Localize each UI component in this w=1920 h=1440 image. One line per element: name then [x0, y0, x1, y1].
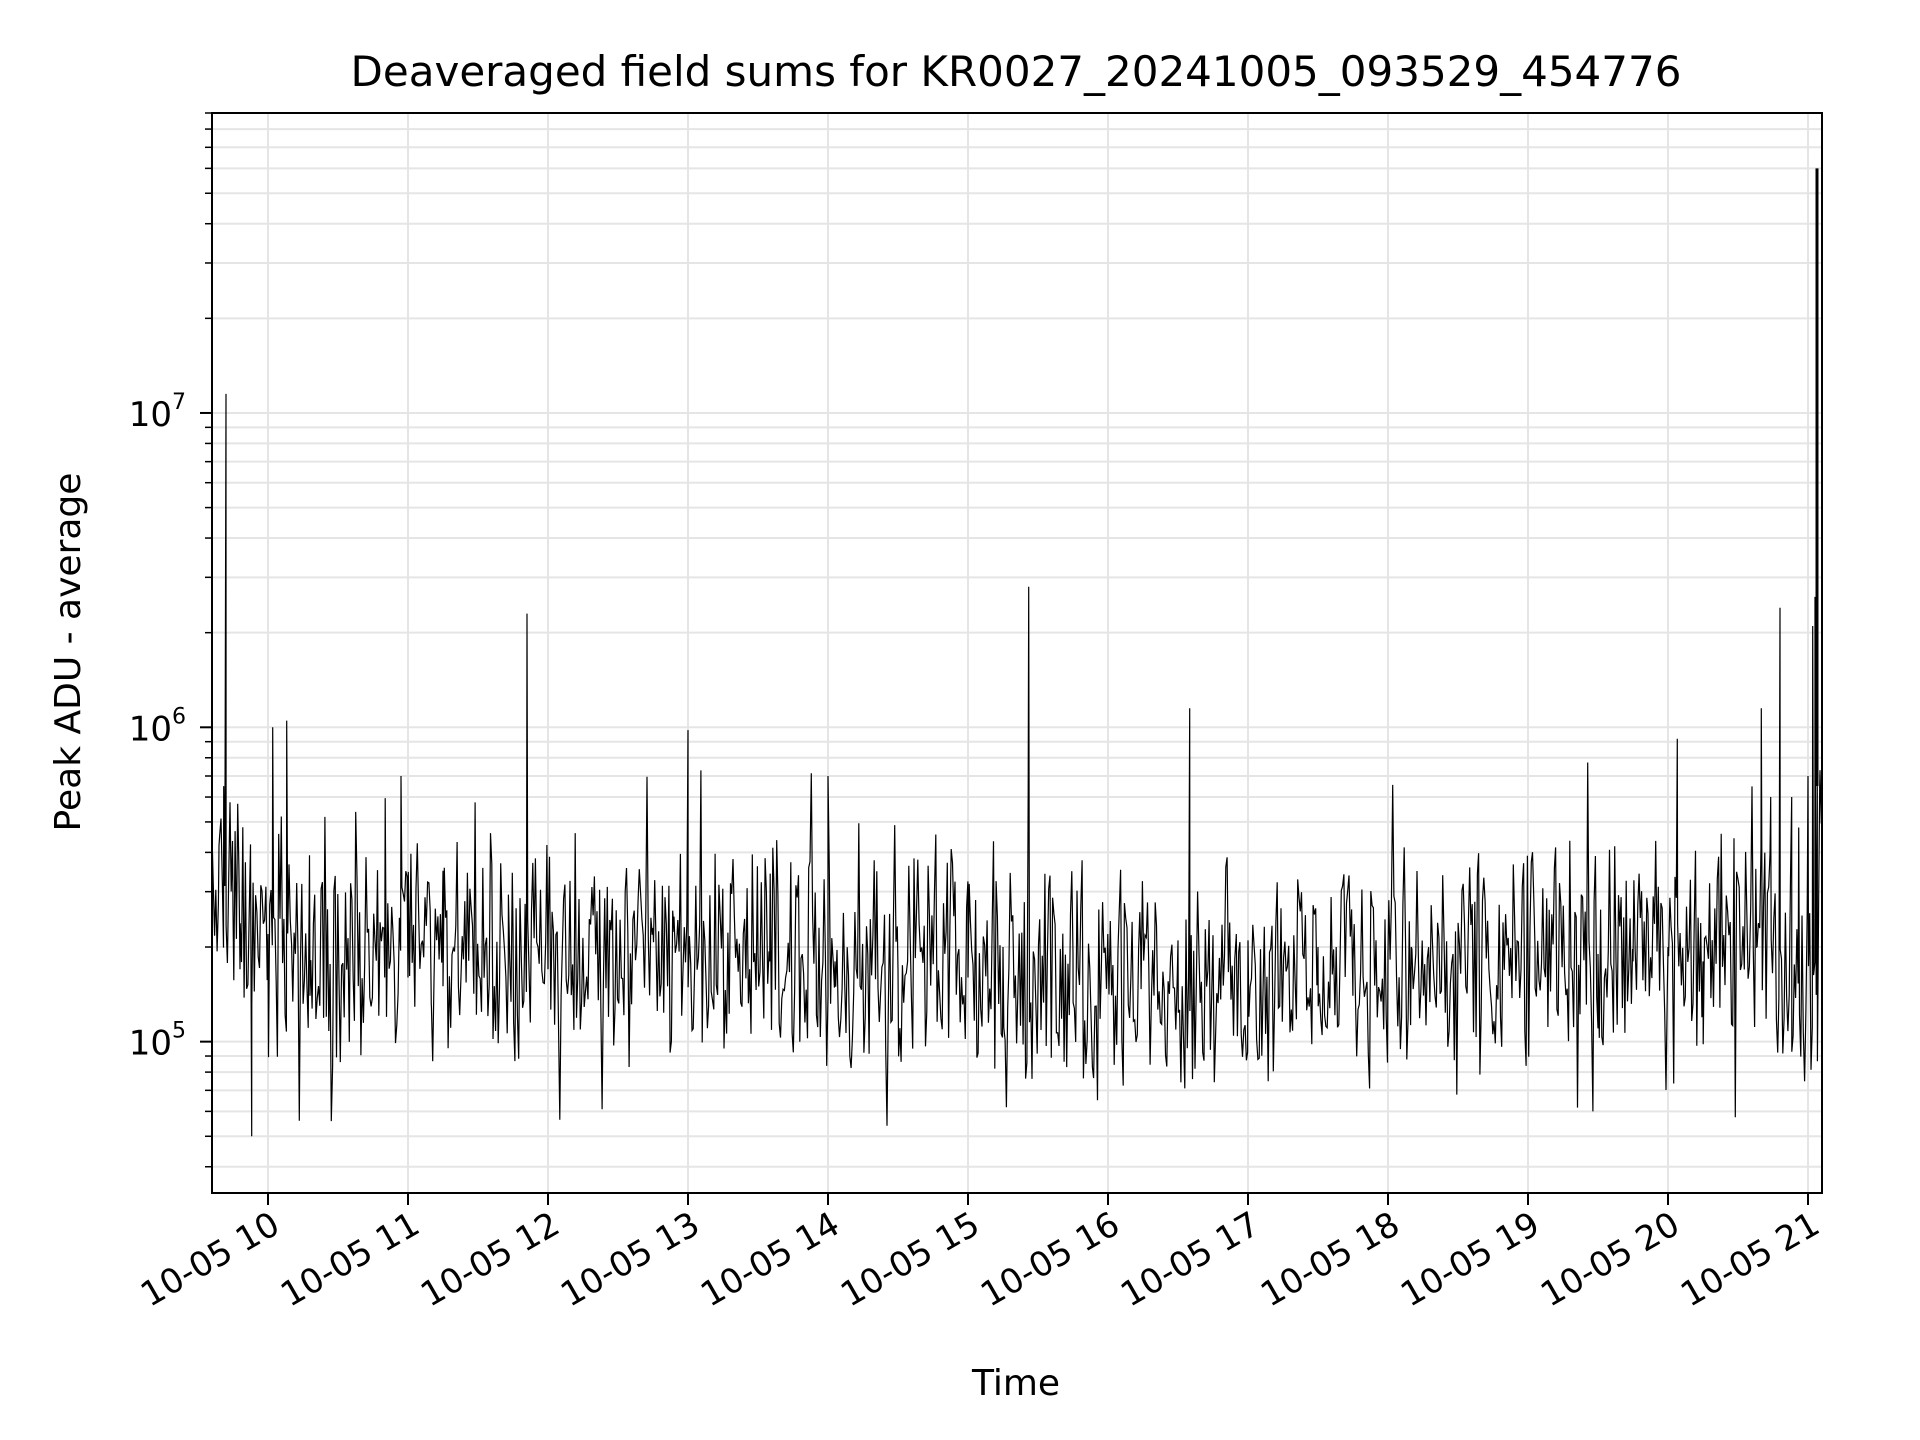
x-tick-label: 10-05 13 — [554, 1204, 706, 1315]
y-axis-label: Peak ADU - average — [48, 473, 89, 832]
x-tick-label: 10-05 21 — [1674, 1204, 1826, 1315]
x-tick-label: 10-05 10 — [134, 1204, 286, 1315]
x-tick-label: 10-05 18 — [1254, 1204, 1406, 1315]
y-tick-label: 10 — [129, 709, 172, 749]
chart-title: Deaveraged field sums for KR0027_2024100… — [351, 47, 1682, 96]
x-tick-label: 10-05 16 — [974, 1204, 1126, 1315]
x-tick-label: 10-05 14 — [694, 1204, 846, 1315]
y-tick-label: 10 — [129, 395, 172, 435]
x-axis-label: Time — [971, 1363, 1060, 1404]
x-tick-label: 10-05 15 — [834, 1204, 986, 1315]
series-layer — [211, 168, 1822, 1137]
y-tick-label: 10 — [129, 1024, 172, 1064]
x-tick-label: 10-05 12 — [414, 1204, 566, 1315]
grid — [212, 112, 1822, 1193]
series-line — [211, 393, 1822, 1137]
x-tick-label: 10-05 11 — [274, 1204, 426, 1315]
x-tick-label: 10-05 17 — [1114, 1204, 1266, 1315]
y-tick-exponent: 5 — [172, 1019, 186, 1044]
y-tick-exponent: 6 — [172, 704, 186, 729]
x-tick-label: 10-05 20 — [1534, 1204, 1686, 1315]
y-tick-exponent: 7 — [172, 390, 186, 415]
plot-frame — [211, 112, 1823, 1194]
x-tick-label: 10-05 19 — [1394, 1204, 1546, 1315]
